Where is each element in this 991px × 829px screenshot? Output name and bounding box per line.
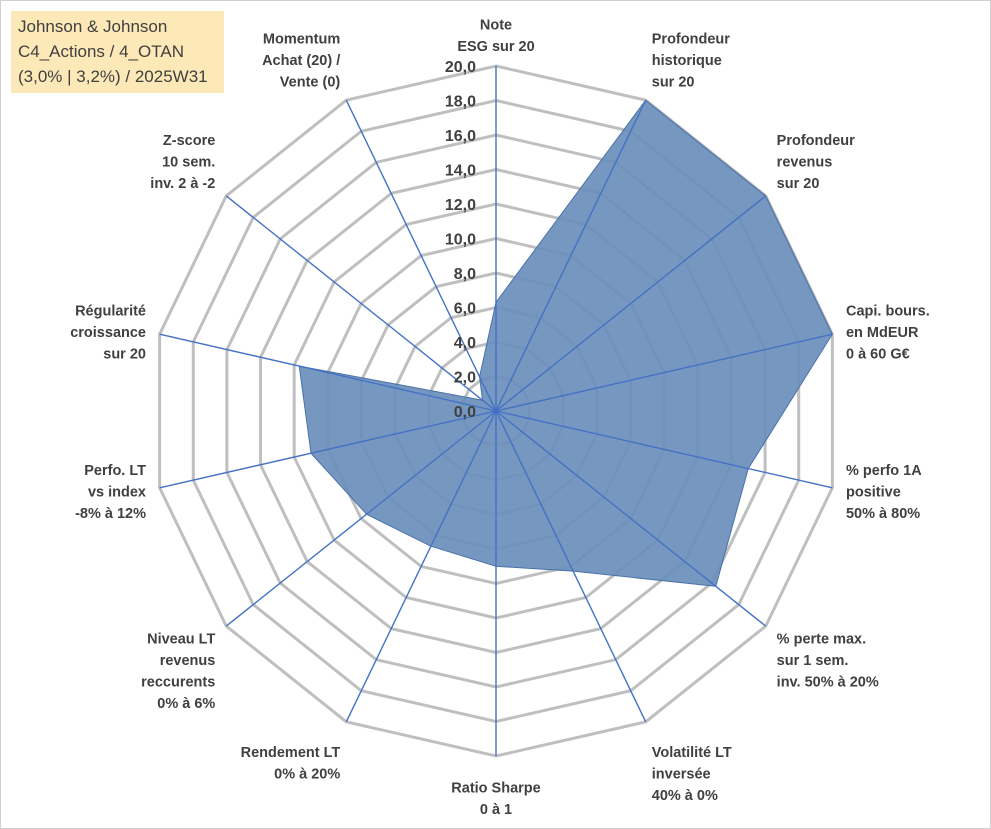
radar-spokes (159, 66, 833, 756)
spoke-line (495, 333, 833, 412)
tick-label: 18,0 (445, 94, 476, 111)
category-label: Note ESG sur 20 (457, 18, 534, 56)
category-label-line: Profondeur (777, 133, 855, 149)
category-label-line: Rendement LT (241, 745, 341, 761)
category-label-line: revenus (777, 155, 833, 171)
category-label: Niveau LT revenus reccurents 0% à 6% (141, 631, 215, 712)
category-label-line: sur 1 sem. (777, 653, 849, 669)
tick-label: 12,0 (445, 197, 476, 214)
category-label-line: Momentum (263, 32, 340, 48)
category-label-line: 0% à 20% (274, 766, 340, 782)
category-label-line: Achat (20) / (262, 53, 340, 69)
category-label-line: Ratio Sharpe (451, 781, 540, 797)
spoke-line (345, 99, 497, 412)
category-label-line: 0% à 6% (157, 696, 215, 712)
category-label: % perfo 1A positive 50% à 80% (846, 463, 922, 522)
category-label-line: positive (846, 485, 901, 501)
tick-label: 10,0 (445, 232, 476, 249)
category-label-line: Z-score (163, 133, 215, 149)
category-label-line: 10 sem. (162, 155, 215, 171)
spoke-line (495, 410, 647, 723)
tick-label: 16,0 (445, 128, 476, 145)
category-label: Ratio Sharpe 0 à 1 (451, 781, 540, 819)
info-category: C4_Actions / 4_OTAN (18, 42, 184, 61)
category-label-line: croissance (70, 325, 146, 341)
category-label-line: reccurents (141, 674, 215, 690)
category-label-line: 0 à 1 (480, 802, 512, 818)
category-label: Z-score 10 sem. inv. 2 à -2 (150, 133, 215, 192)
category-label-line: Capi. bours. (846, 303, 930, 319)
category-label-line: vs index (88, 485, 146, 501)
category-label-line: revenus (160, 653, 216, 669)
spoke-line (345, 410, 497, 723)
category-label-line: Niveau LT (147, 631, 215, 647)
category-label: Volatilité LT inversée 40% à 0% (652, 745, 732, 804)
category-label-line: en MdEUR (846, 325, 919, 341)
category-label-line: Profondeur (652, 32, 730, 48)
category-label-line: sur 20 (777, 176, 820, 192)
category-label: Profondeur revenus sur 20 (777, 133, 855, 192)
info-company: Johnson & Johnson (18, 17, 168, 36)
category-label: Rendement LT 0% à 20% (241, 745, 341, 783)
category-label: % perte max. sur 1 sem. inv. 50% à 20% (777, 631, 879, 690)
spoke-line (225, 410, 497, 627)
tick-label: 8,0 (454, 266, 476, 283)
tick-label: 4,0 (454, 335, 476, 352)
spoke-line (159, 333, 497, 412)
category-label-line: inv. 50% à 20% (777, 674, 879, 690)
category-label-line: inv. 2 à -2 (150, 176, 215, 192)
tick-label: 20,0 (445, 59, 476, 76)
tick-label: 0,0 (454, 404, 476, 421)
tick-label: 6,0 (454, 301, 476, 318)
category-label-line: sur 20 (103, 346, 146, 362)
category-label-line: Vente (0) (280, 75, 341, 91)
category-label-line: 40% à 0% (652, 788, 718, 804)
info-box: Johnson & Johnson C4_Actions / 4_OTAN (3… (11, 11, 224, 93)
spoke-line (159, 410, 497, 489)
category-label-line: ESG sur 20 (457, 39, 534, 55)
radial-tick-labels: 0,0 2,0 4,0 6,0 8,0 10,0 12,0 14,0 16,0 18,0 20,0 (445, 59, 476, 421)
spoke-line (495, 99, 647, 412)
category-label: Perfo. LT vs index -8% à 12% (75, 463, 146, 522)
category-label-line: Volatilité LT (652, 745, 732, 761)
spoke-line (495, 410, 833, 489)
category-label-line: -8% à 12% (75, 506, 146, 522)
category-label: Profondeur historique sur 20 (652, 32, 730, 91)
category-label-line: inversée (652, 766, 711, 782)
category-label: Régularité croissance sur 20 (70, 303, 146, 362)
category-label-line: Perfo. LT (84, 463, 146, 479)
spoke-line (225, 195, 497, 412)
category-label-line: 50% à 80% (846, 506, 920, 522)
category-label-line: Régularité (75, 303, 146, 319)
category-label-line: % perfo 1A (846, 463, 922, 479)
category-label: Capi. bours. en MdEUR 0 à 60 G€ (846, 303, 930, 362)
info-period: (3,0% | 3,2%) / 2025W31 (18, 67, 208, 86)
tick-label: 2,0 (454, 370, 476, 387)
category-label-line: Note (480, 18, 512, 34)
category-label-line: sur 20 (652, 75, 695, 91)
category-label-line: 0 à 60 G€ (846, 346, 910, 362)
category-label-line: historique (652, 53, 722, 69)
spoke-line (495, 195, 767, 412)
spoke-line (495, 410, 767, 627)
category-labels: Note ESG sur 20 Profondeur historique sur 20… (70, 18, 930, 819)
category-label: Momentum Achat (20) / Vente (0) (262, 32, 340, 91)
category-label-line: % perte max. (777, 631, 866, 647)
tick-label: 14,0 (445, 163, 476, 180)
